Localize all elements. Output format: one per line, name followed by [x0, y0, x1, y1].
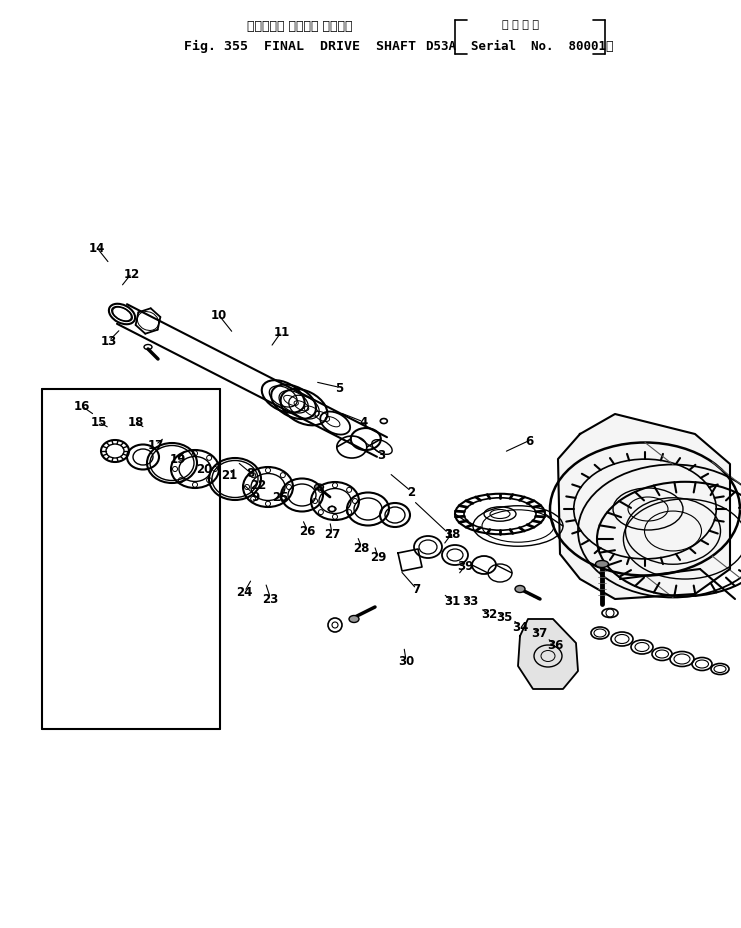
Text: 25: 25 — [272, 490, 288, 503]
Text: 9: 9 — [251, 490, 260, 503]
Ellipse shape — [314, 484, 324, 491]
Text: 33: 33 — [462, 595, 479, 608]
Text: 14: 14 — [89, 242, 105, 255]
Text: D53A  Serial  No.  80001～: D53A Serial No. 80001～ — [426, 40, 614, 53]
Polygon shape — [558, 415, 730, 599]
Text: ファイナル ドライブ シャフト: ファイナル ドライブ シャフト — [247, 20, 353, 33]
Text: 13: 13 — [101, 335, 117, 348]
Text: 35: 35 — [496, 611, 512, 624]
Text: 3: 3 — [378, 448, 385, 461]
Text: 8: 8 — [246, 467, 255, 480]
Text: 1: 1 — [445, 527, 452, 540]
Text: 28: 28 — [353, 541, 370, 554]
Ellipse shape — [515, 586, 525, 593]
Ellipse shape — [596, 561, 608, 568]
Text: 37: 37 — [531, 626, 548, 639]
Text: 39: 39 — [457, 560, 473, 573]
Text: 31: 31 — [444, 595, 460, 608]
Text: 26: 26 — [299, 524, 316, 537]
Text: 2: 2 — [408, 485, 415, 498]
Text: 22: 22 — [250, 479, 266, 492]
Text: 4: 4 — [359, 416, 368, 429]
Text: 5: 5 — [335, 381, 344, 394]
Text: 20: 20 — [196, 462, 212, 475]
Text: 10: 10 — [210, 309, 227, 322]
Text: 6: 6 — [525, 434, 534, 447]
Text: 7: 7 — [413, 583, 420, 596]
Text: 32: 32 — [481, 608, 497, 621]
Text: 16: 16 — [73, 400, 90, 413]
Text: 12: 12 — [124, 267, 140, 280]
Text: 36: 36 — [548, 638, 564, 651]
Text: 24: 24 — [236, 586, 253, 599]
Text: 11: 11 — [273, 326, 290, 339]
Text: 34: 34 — [512, 620, 528, 633]
Text: 適 用 号 機: 適 用 号 機 — [502, 20, 539, 30]
Text: 17: 17 — [147, 439, 164, 452]
Ellipse shape — [349, 616, 359, 623]
Text: 19: 19 — [170, 453, 186, 466]
Text: 30: 30 — [398, 654, 414, 667]
Polygon shape — [518, 619, 578, 690]
Text: 15: 15 — [90, 416, 107, 429]
Text: 29: 29 — [370, 550, 386, 563]
Text: 23: 23 — [262, 592, 279, 605]
Text: 21: 21 — [222, 469, 238, 482]
Text: 27: 27 — [324, 527, 340, 540]
Text: 18: 18 — [127, 416, 144, 429]
Text: 38: 38 — [444, 527, 460, 540]
Text: Fig. 355  FINAL  DRIVE  SHAFT: Fig. 355 FINAL DRIVE SHAFT — [184, 40, 416, 53]
